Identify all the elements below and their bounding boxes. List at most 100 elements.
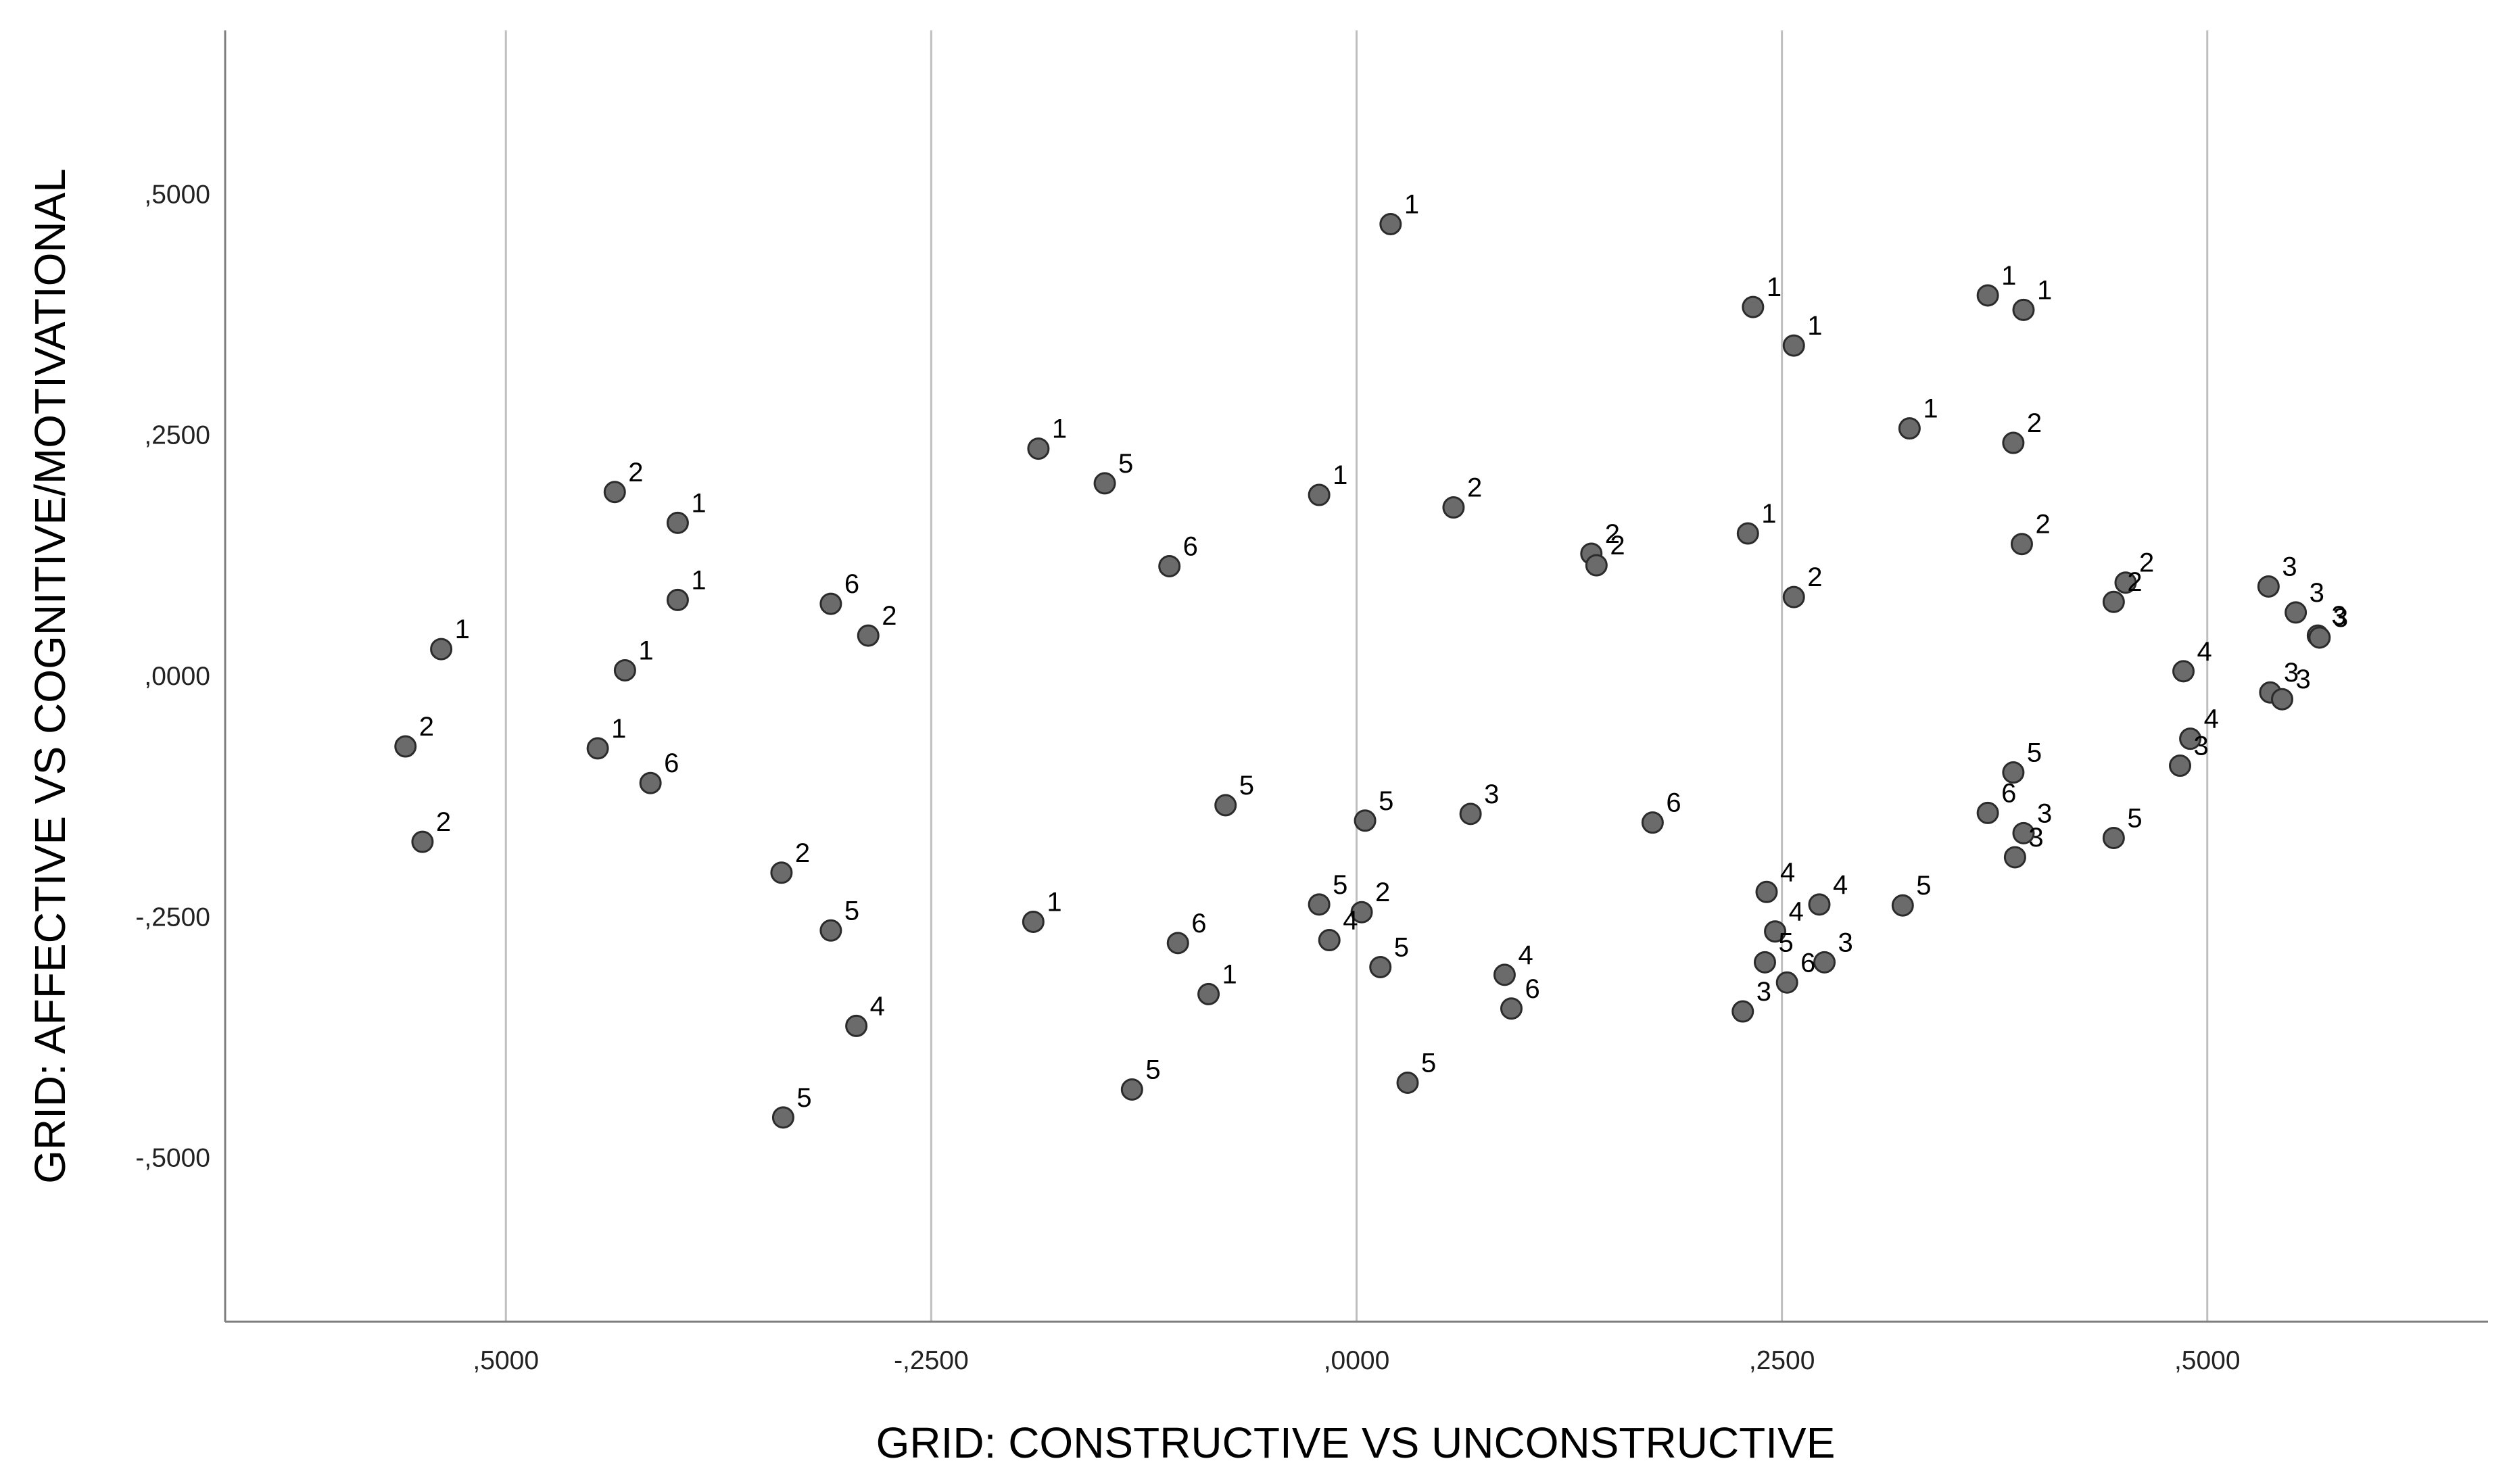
point-label: 6: [1183, 532, 1198, 562]
data-point: [1093, 472, 1116, 495]
point-label: 5: [796, 1083, 811, 1113]
point-label: 5: [1333, 870, 1347, 900]
data-point: [857, 624, 880, 647]
point-label: 2: [795, 838, 810, 868]
data-point: [666, 588, 689, 611]
point-label: 1: [1767, 272, 1781, 302]
point-label: 3: [2194, 732, 2209, 761]
point-label: 2: [1807, 563, 1822, 592]
data-point: [2010, 533, 2033, 556]
y-tick-label: ,2500: [144, 421, 210, 450]
data-point: [1976, 801, 1999, 824]
data-point: [2257, 575, 2280, 598]
data-point: [1764, 920, 1787, 943]
data-point: [1369, 955, 1392, 978]
data-point: [1214, 794, 1237, 817]
point-label: 4: [1789, 897, 1804, 927]
point-label: 2: [1610, 531, 1625, 560]
data-point: [770, 861, 793, 884]
data-point: [1500, 997, 1523, 1020]
data-point: [1808, 893, 1831, 916]
point-label: 1: [691, 488, 706, 518]
x-tick-label: ,5000: [473, 1346, 539, 1375]
point-label: 4: [2204, 704, 2219, 734]
point-label: 2: [2035, 510, 2050, 540]
point-label: 5: [1394, 932, 1409, 962]
point-label: 1: [1761, 499, 1776, 529]
point-label: 6: [664, 748, 679, 778]
data-point: [819, 592, 842, 615]
point-label: 2: [1467, 473, 1482, 503]
point-label: 4: [870, 991, 885, 1021]
data-point: [2003, 846, 2026, 869]
data-point: [1350, 901, 1373, 924]
data-point: [1753, 951, 1776, 974]
data-point: [1158, 555, 1181, 578]
y-tick-label: ,5000: [144, 180, 210, 209]
x-tick-label: -,2500: [894, 1346, 969, 1375]
data-point: [430, 638, 453, 661]
data-point: [1027, 437, 1050, 460]
point-label: 3: [2310, 578, 2324, 608]
point-label: 5: [1379, 786, 1393, 816]
point-label: 2: [882, 601, 896, 631]
data-point: [666, 511, 689, 534]
data-point: [1976, 284, 1999, 307]
data-point: [603, 481, 626, 504]
data-point: [1891, 894, 1914, 917]
point-label: 4: [1518, 940, 1533, 970]
data-point: [1813, 951, 1836, 974]
point-label: 1: [611, 714, 626, 744]
data-point: [1755, 880, 1778, 903]
point-label: 5: [2127, 803, 2142, 833]
data-point: [2012, 821, 2035, 844]
data-point: [1585, 554, 1608, 577]
data-point: [2102, 826, 2125, 849]
x-tick-label: ,5000: [2174, 1346, 2241, 1375]
data-point: [411, 830, 434, 853]
point-label: 2: [419, 712, 434, 742]
data-point: [2285, 601, 2307, 624]
point-label: 6: [1800, 948, 1815, 978]
point-label: 6: [844, 569, 859, 599]
point-label: 3: [2333, 603, 2348, 633]
point-label: 2: [1605, 519, 1620, 549]
data-point: [1641, 811, 1664, 834]
data-point: [1493, 963, 1516, 986]
data-point: [1442, 496, 1465, 519]
x-axis-title: GRID: CONSTRUCTIVE VS UNCONSTRUCTIVE: [876, 1418, 1836, 1467]
point-label: 1: [1047, 887, 1061, 917]
y-axis-title: GRID: AFFECTIVE VS COGNITIVE/MOTIVATIONA…: [26, 168, 74, 1184]
data-point: [1308, 483, 1331, 506]
point-label: 3: [2037, 798, 2052, 828]
point-label: 4: [2197, 637, 2212, 667]
y-tick-label: -,2500: [135, 903, 210, 932]
point-label: 1: [638, 636, 653, 665]
point-label: 5: [1778, 928, 1793, 957]
data-point: [2012, 298, 2035, 321]
data-point: [2179, 727, 2202, 750]
data-point: [1308, 893, 1331, 916]
point-label: 5: [1145, 1055, 1160, 1084]
point-label: 3: [1756, 977, 1771, 1007]
data-point: [2102, 590, 2125, 613]
data-point: [613, 659, 636, 681]
data-point: [2172, 660, 2195, 683]
data-point: [1742, 295, 1765, 318]
data-point: [771, 1106, 794, 1129]
data-point: [1354, 809, 1377, 832]
data-point: [2308, 626, 2331, 649]
data-point: [1022, 910, 1045, 933]
data-point: [1379, 213, 1402, 235]
point-label: 1: [2001, 261, 2016, 291]
point-label: 5: [2027, 738, 2042, 768]
point-label: 6: [1191, 909, 1206, 938]
point-label: 1: [1333, 460, 1347, 490]
tick-labels: ,5000 -,2500 ,0000 ,2500 ,5000 ,5000 ,2500 ,000…: [135, 180, 2240, 1375]
point-label: 5: [1916, 871, 1931, 901]
point-label: 1: [1222, 959, 1237, 989]
axes: [224, 30, 2488, 1323]
point-label: 1: [691, 565, 706, 595]
data-point: [1736, 522, 1759, 545]
